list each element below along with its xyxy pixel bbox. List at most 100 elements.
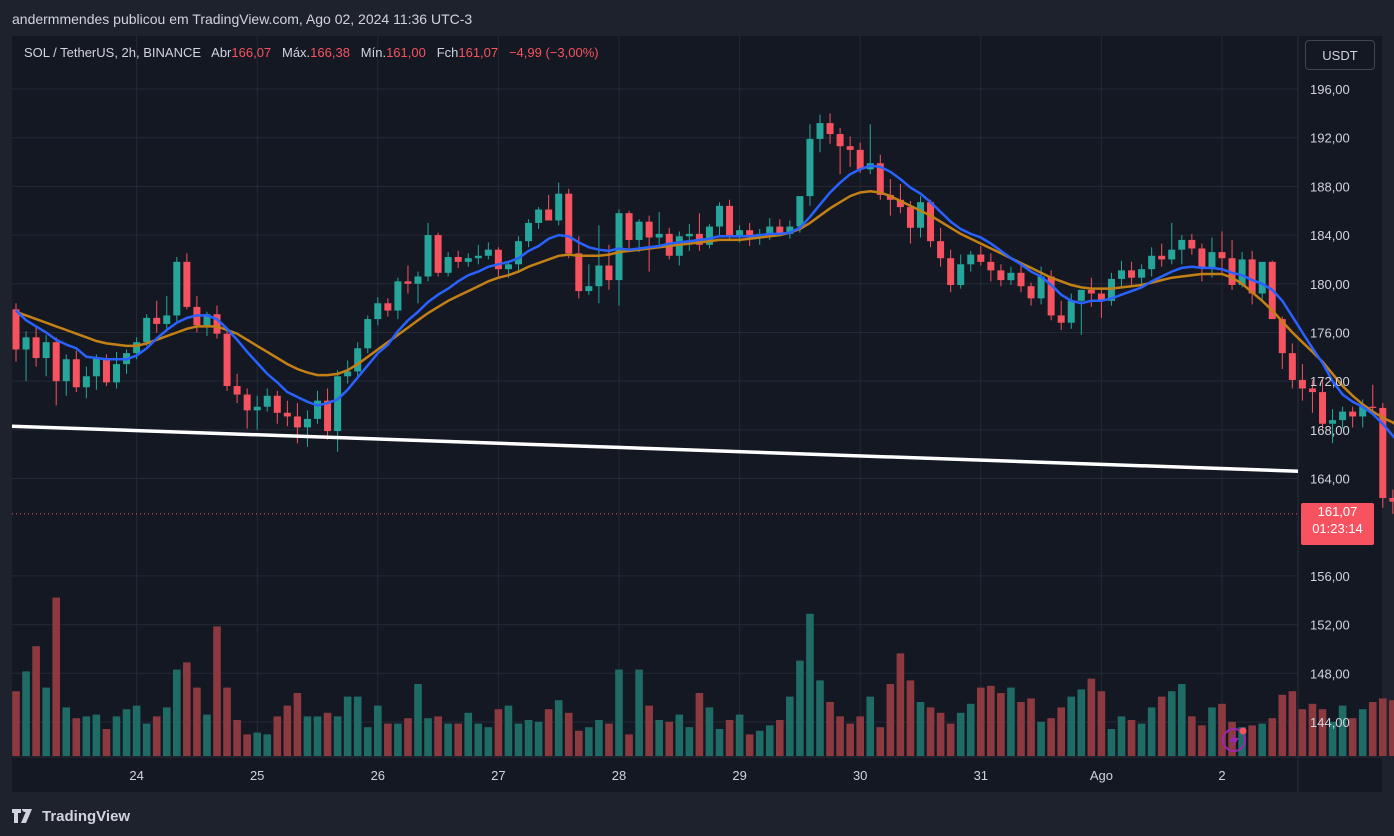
candle-body [545, 209, 553, 221]
volume-bar [273, 716, 282, 756]
candle-body [1198, 248, 1206, 268]
candle-body [434, 235, 442, 273]
volume-bar [152, 716, 161, 756]
candle-body [494, 249, 502, 270]
candle-body [555, 193, 563, 221]
candle-body [52, 342, 60, 382]
volume-bar [725, 720, 734, 756]
volume-bar [293, 693, 302, 756]
candle-body [464, 258, 472, 262]
candle-body [334, 376, 342, 432]
candle-body [776, 226, 784, 234]
volume-bar [846, 723, 854, 756]
volume-bar [374, 705, 382, 756]
volume-bar [464, 712, 473, 756]
volume-bar [102, 729, 111, 756]
candle-body [384, 303, 392, 311]
candle-body [92, 358, 100, 377]
volume-bar [605, 723, 613, 756]
open-value: 166,07 [231, 45, 272, 60]
candle-body [997, 270, 1005, 281]
candle-body [303, 418, 311, 428]
candle-body [685, 233, 693, 237]
volume-bar [886, 684, 895, 756]
volume-bar [595, 720, 603, 756]
volume-bar [1167, 691, 1176, 756]
volume-bar [575, 730, 583, 756]
volume-bar [956, 712, 965, 756]
open-label: Abr [211, 45, 232, 60]
volume-bar [896, 653, 905, 756]
low-label: Mín. [360, 45, 387, 60]
volume-bar [333, 716, 342, 756]
volume-bar [223, 687, 231, 756]
price-tick-label: 196,00 [1310, 82, 1350, 97]
volume-bar [1238, 727, 1246, 756]
candle-body [1218, 252, 1226, 259]
time-tick-label: 28 [612, 768, 626, 783]
volume-bar [1188, 716, 1196, 756]
candle-body [1168, 249, 1176, 260]
volume-bar [554, 700, 563, 756]
volume-bar [1057, 707, 1065, 756]
candle-body [836, 134, 844, 147]
price-tick-label: 172,00 [1310, 374, 1350, 389]
volume-bar [1348, 718, 1357, 756]
candle-body [153, 317, 161, 324]
volume-bar [1288, 691, 1297, 756]
candle-body [414, 276, 422, 284]
candle-body [1188, 239, 1196, 249]
support-trendline [11, 424, 1299, 473]
candle-body [354, 348, 362, 372]
candle-body [846, 146, 854, 150]
volume-bar [1107, 729, 1116, 756]
volume-bar [745, 734, 754, 756]
volume-bar [82, 716, 91, 756]
change-value: −4,99 (−3,00%) [508, 45, 599, 60]
volume-bar [765, 725, 774, 756]
candle-body [645, 221, 653, 238]
candle-body [1288, 353, 1296, 380]
volume-bar [1328, 721, 1337, 756]
candle-body [535, 209, 543, 223]
candle-body [635, 221, 643, 240]
close-value: 161,07 [458, 45, 499, 60]
volume-bar [926, 707, 935, 756]
candle-body [826, 123, 834, 135]
volume-bar [454, 723, 462, 756]
volume-bar [313, 716, 322, 756]
candle-body [1248, 259, 1256, 294]
volume-bar [1067, 696, 1076, 756]
candle-body [1319, 392, 1326, 424]
volume-bar [132, 705, 141, 756]
volume-bar [776, 720, 784, 756]
candle-body [364, 319, 372, 349]
tradingview-logo[interactable]: TradingView [12, 806, 130, 826]
candle-body [1007, 272, 1015, 281]
candle-body [183, 261, 191, 307]
volume-bar [72, 718, 81, 756]
candle-body [1298, 379, 1306, 389]
volume-bar [1007, 687, 1015, 756]
candle-body [32, 337, 40, 359]
candle-body [917, 202, 924, 228]
candle-body [404, 281, 412, 284]
candle-body [1138, 269, 1146, 278]
candle-body [474, 255, 482, 259]
volume-bar [665, 721, 674, 756]
lightning-icon[interactable] [1222, 727, 1247, 752]
volume-bar [1178, 684, 1186, 756]
currency-unit-button[interactable]: USDT [1305, 40, 1375, 70]
time-tick-label: 30 [853, 768, 867, 783]
candle-body [62, 359, 70, 382]
publisher-text: andermmendes publicou em TradingView.com… [12, 11, 473, 27]
candle-body [253, 406, 261, 411]
footer-bar [0, 794, 1394, 836]
candle-body [102, 358, 110, 383]
candle-body [1047, 276, 1055, 316]
trendline-layer [11, 424, 1299, 515]
candle-body [273, 395, 281, 413]
candle-body [595, 265, 603, 287]
candle-body [82, 376, 90, 388]
